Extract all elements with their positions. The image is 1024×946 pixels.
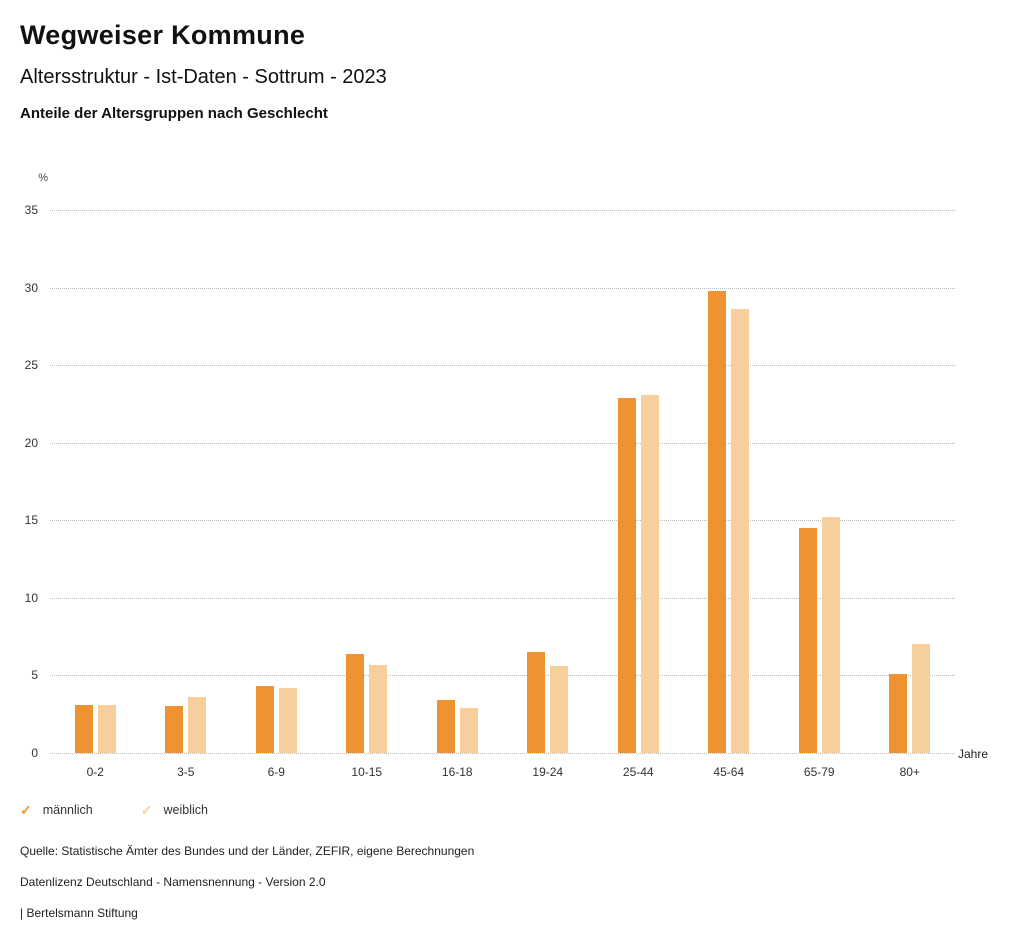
x-tick-label-3-5: 3-5: [177, 765, 195, 779]
gridline-35: [50, 210, 955, 211]
x-tick-label-16-18: 16-18: [441, 765, 473, 779]
bar-weiblich-19-24[interactable]: [550, 666, 569, 753]
bar-group-6-9: [231, 210, 322, 753]
bar-weiblich-45-64[interactable]: [731, 309, 750, 753]
gridline-5: [50, 675, 955, 677]
bar-group-65-79: [774, 210, 865, 753]
license-text: Datenlizenz Deutschland - Namensnennung …: [20, 875, 326, 889]
bar-männlich-19-24[interactable]: [527, 652, 546, 753]
bar-männlich-0-2[interactable]: [74, 704, 93, 753]
y-tick-label-0: 0: [31, 746, 38, 760]
bar-weiblich-80+[interactable]: [912, 644, 931, 753]
bar-group-19-24: [503, 210, 594, 753]
bar-männlich-10-15[interactable]: [346, 653, 365, 753]
gridline-10: [50, 597, 955, 599]
x-tick-label-0-2: 0-2: [86, 765, 104, 779]
bar-group-16-18: [412, 210, 503, 753]
bar-weiblich-25-44[interactable]: [640, 394, 659, 753]
y-tick-label-20: 20: [24, 435, 38, 450]
gridline-30: [50, 287, 955, 289]
legend-item-männlich[interactable]: ✓ männlich: [20, 803, 93, 817]
x-tick-label-10-15: 10-15: [351, 765, 383, 779]
x-tick-label-45-64: 45-64: [713, 765, 745, 779]
x-axis: 0-2 3-5 6-9 10-15 16-18 19-24 25-44 45-64 65-79 8…: [50, 765, 955, 779]
y-tick-label-5: 5: [31, 668, 38, 683]
legend: ✓ männlich ✓ weiblich: [20, 803, 208, 817]
bar-group-80+: [865, 210, 956, 753]
x-tick-label-19-24: 19-24: [532, 765, 564, 779]
bar-group-10-15: [322, 210, 413, 753]
legend-label: männlich: [42, 803, 93, 817]
bar-group-0-2: [50, 210, 141, 753]
bar-group-25-44: [593, 210, 684, 753]
legend-check-icon: ✓: [140, 802, 153, 818]
bar-weiblich-3-5[interactable]: [188, 697, 207, 753]
chart-subtitle: Altersstruktur - Ist-Daten - Sottrum - 2…: [20, 66, 387, 88]
attribution-text: | Bertelsmann Stiftung: [20, 906, 138, 920]
legend-check-icon: ✓: [20, 802, 32, 818]
bar-männlich-65-79[interactable]: [798, 528, 817, 753]
y-tick-label-35: 35: [24, 203, 38, 217]
page-title: Wegweiser Kommune: [20, 20, 306, 50]
x-tick-label-80+: 80+: [899, 765, 920, 779]
bar-weiblich-65-79[interactable]: [821, 517, 840, 753]
source-text: Quelle: Statistische Ämter des Bundes un…: [20, 844, 475, 858]
bar-weiblich-6-9[interactable]: [278, 687, 297, 753]
bar-männlich-80+[interactable]: [889, 673, 908, 753]
y-tick-label-30: 30: [24, 280, 38, 295]
bar-männlich-45-64[interactable]: [708, 290, 727, 753]
x-tick-label-65-79: 65-79: [803, 765, 835, 779]
x-axis-unit-label: Jahre: [958, 747, 989, 761]
y-tick-label-10: 10: [24, 590, 38, 605]
bar-männlich-16-18[interactable]: [436, 700, 455, 753]
legend-item-weiblich[interactable]: ✓ weiblich: [141, 803, 208, 817]
gridline-15: [50, 520, 955, 522]
x-tick-label-6-9: 6-9: [267, 765, 285, 779]
y-axis-unit-label: %: [38, 172, 48, 184]
bar-weiblich-0-2[interactable]: [97, 704, 116, 753]
bar-weiblich-16-18[interactable]: [459, 708, 478, 753]
y-axis: 0 5 10 15 20 25 30 35: [0, 203, 42, 760]
gridline-25: [50, 365, 955, 367]
gridline-20: [50, 442, 955, 444]
plot-area: [50, 210, 955, 754]
x-tick-label-25-44: 25-44: [622, 765, 654, 779]
bar-männlich-6-9[interactable]: [255, 686, 274, 753]
bar-männlich-25-44[interactable]: [617, 397, 636, 753]
gridline-0: [50, 753, 955, 754]
y-tick-label-15: 15: [24, 513, 38, 528]
y-tick-label-25: 25: [24, 358, 38, 373]
chart-heading: Anteile der Altersgruppen nach Geschlech…: [20, 105, 328, 122]
bar-männlich-3-5[interactable]: [165, 706, 184, 753]
bar-groups: [50, 210, 955, 753]
bar-group-3-5: [141, 210, 232, 753]
legend-label: weiblich: [163, 803, 208, 817]
bar-group-45-64: [684, 210, 775, 753]
bar-weiblich-10-15[interactable]: [369, 664, 388, 753]
